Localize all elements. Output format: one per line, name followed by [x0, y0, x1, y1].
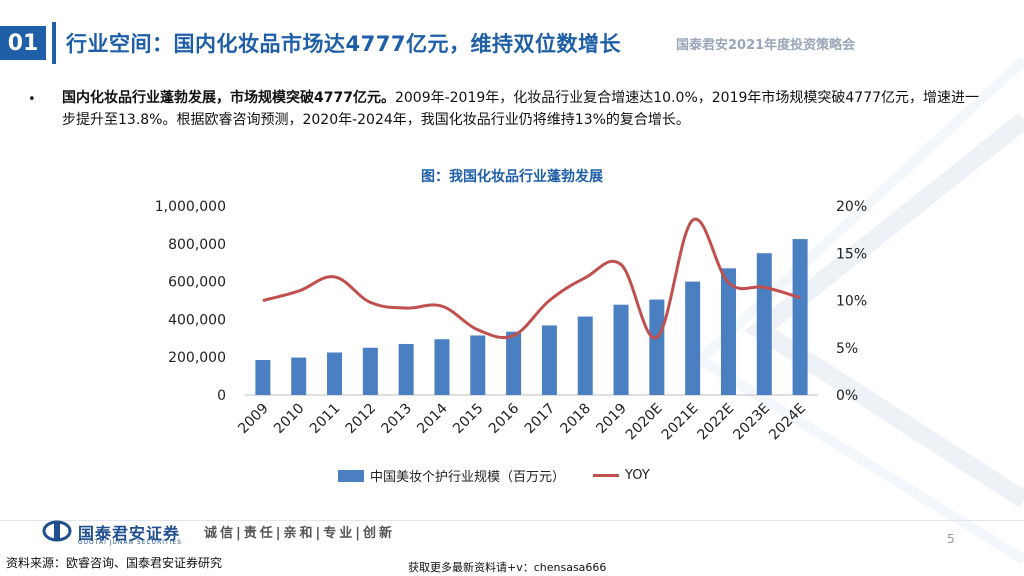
x-tick-label: 2022E	[695, 401, 738, 444]
bar	[470, 335, 486, 395]
bar	[649, 299, 665, 395]
promo-note: 获取更多最新资料请+v：chensasa666	[408, 561, 607, 574]
conference-label: 国泰君安2021年度投资策略会	[676, 38, 856, 53]
x-tick-label: 2021E	[659, 401, 702, 444]
y-right-tick-label: 15%	[836, 246, 867, 262]
logo-subtext: GUOTAI JUNAN SECURITIES	[78, 539, 183, 546]
footer-divider	[0, 520, 1024, 521]
x-tick-label: 2023E	[730, 401, 773, 444]
bar	[720, 268, 736, 395]
x-tick-label: 2016	[486, 400, 523, 437]
x-tick-label: 2024E	[766, 401, 809, 444]
section-number: 01	[7, 30, 39, 56]
bar	[756, 253, 772, 395]
logo-icon	[42, 520, 72, 542]
yoy-line	[262, 217, 801, 340]
bar	[613, 304, 629, 395]
y-right-tick-label: 0%	[836, 388, 858, 404]
bar	[291, 357, 307, 395]
bar	[327, 352, 343, 395]
x-tick-label: 2018	[558, 401, 595, 438]
legend-bar-swatch	[338, 469, 364, 482]
x-tick-label: 2020E	[623, 401, 666, 444]
page-title: 行业空间：国内化妆品市场达4777亿元，维持双位数增长	[66, 32, 621, 56]
y-left-tick-label: 1,000,000	[155, 199, 226, 215]
x-tick-label: 2014	[414, 400, 451, 437]
y-right-tick-label: 20%	[836, 199, 867, 215]
chart-title: 图：我国化妆品行业蓬勃发展	[421, 169, 603, 185]
bullet-paragraph: 国内化妆品行业蓬勃发展，市场规模突破4777亿元。2009年-2019年，化妆品…	[62, 87, 982, 131]
logo-text: 国泰君安证券	[78, 524, 181, 543]
bullet-marker: •	[28, 92, 36, 107]
y-left-tick-label: 800,000	[168, 237, 226, 253]
bar	[792, 239, 808, 395]
x-tick-label: 2013	[378, 401, 415, 438]
bullet-bold-text: 国内化妆品行业蓬勃发展，市场规模突破4777亿元。	[62, 90, 395, 106]
y-left-tick-label: 0	[217, 388, 226, 404]
y-left-tick-label: 400,000	[168, 312, 226, 328]
bar	[398, 343, 414, 395]
chart-legend: 中国美妆个护行业规模（百万元） YOY	[338, 466, 650, 485]
bar	[541, 325, 557, 395]
bar	[434, 339, 450, 395]
y-left-tick-label: 200,000	[168, 350, 226, 366]
y-left-tick-label: 600,000	[168, 275, 226, 291]
bar	[685, 281, 701, 395]
slogan: 诚信|责任|亲和|专业|创新	[204, 526, 395, 541]
y-right-tick-label: 10%	[836, 294, 867, 310]
section-number-badge: 01	[0, 26, 46, 60]
x-tick-label: 2009	[235, 401, 272, 438]
x-tick-label: 2011	[307, 401, 344, 438]
x-tick-label: 2012	[343, 401, 380, 438]
bar	[255, 360, 271, 395]
legend-bar-label: 中国美妆个护行业规模（百万元）	[370, 470, 566, 485]
source-note: 资料来源：欧睿咨询、国泰君安证券研究	[6, 556, 223, 570]
legend-line-label: YOY	[625, 468, 650, 483]
chart: 0 200,000 400,000 600,000 800,000 1,000,000 0%…	[155, 199, 867, 444]
x-tick-label: 2015	[450, 401, 487, 438]
x-tick-label: 2010	[271, 401, 308, 438]
bar	[362, 347, 378, 395]
bullet-text: 2009年-2019年，化妆品行业复合增速达10.0%，2019年市场规模突破4…	[62, 90, 980, 128]
title-accent-bar	[52, 22, 56, 64]
x-tick-label: 2017	[522, 401, 559, 438]
y-right-tick-label: 5%	[836, 341, 858, 357]
bar	[577, 316, 593, 395]
legend-line-swatch	[593, 474, 620, 477]
page-number: 5	[947, 532, 955, 546]
bar	[506, 331, 522, 395]
